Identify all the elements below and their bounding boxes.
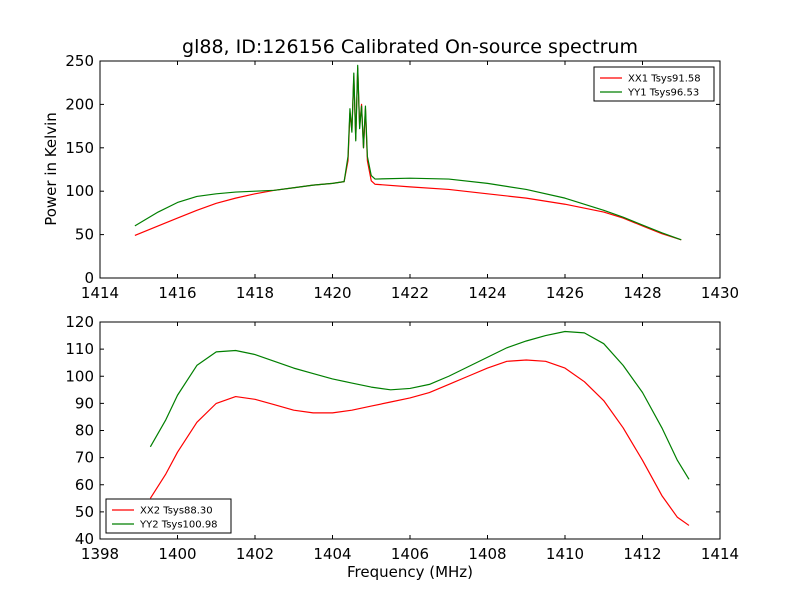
top-y-axis-label: Power in Kelvin	[42, 112, 60, 226]
bottom-series-line-1	[149, 359, 690, 526]
bottom-axis-ticks: 1398 1400 1402 1404 1406 1408 1410 1412 1414 40 50…	[65, 313, 739, 563]
bottom-y-tick-label: 120	[65, 313, 94, 331]
top-legend-label-1: XX1 Tsys91.58	[628, 74, 701, 85]
bottom-legend-box	[105, 498, 232, 534]
bottom-y-tick-label: 80	[75, 422, 94, 440]
top-y-tick-label: 150	[65, 139, 94, 157]
top-legend: XX1 Tsys91.58 YY1 Tsys96.53	[593, 66, 715, 102]
bottom-series-line-2	[149, 330, 690, 480]
top-x-tick-label: 1414	[81, 284, 119, 302]
bottom-y-tick-label: 110	[65, 340, 94, 358]
top-y-tick-label: 100	[65, 182, 94, 200]
bottom-y-tick-label: 40	[75, 530, 94, 548]
bottom-x-tick-label: 1400	[158, 545, 196, 563]
bottom-x-axis-label: Frequency (MHz)	[347, 563, 473, 581]
top-series-line-2	[134, 64, 682, 241]
top-y-tick-label: 50	[75, 226, 94, 244]
top-x-tick-label: 1430	[701, 284, 739, 302]
bottom-y-tick-label: 90	[75, 394, 94, 412]
top-y-tick-label: 250	[65, 52, 94, 70]
bottom-y-tick-label: 50	[75, 503, 94, 521]
bottom-x-tick-label: 1402	[236, 545, 274, 563]
top-y-tick-label: 200	[65, 95, 94, 113]
top-x-tick-label: 1422	[391, 284, 429, 302]
bottom-x-tick-label: 1408	[468, 545, 506, 563]
top-axis-ticks: 1414 1416 1418 1420 1422 1424 1426 1428 1430 0 50 1…	[65, 52, 739, 302]
bottom-y-tick-label: 70	[75, 449, 94, 467]
bottom-x-tick-label: 1404	[313, 545, 351, 563]
bottom-y-tick-label: 60	[75, 476, 94, 494]
bottom-series-lines	[149, 330, 690, 526]
top-x-tick-label: 1420	[313, 284, 351, 302]
top-x-tick-label: 1416	[158, 284, 196, 302]
top-y-tick-label: 0	[84, 269, 94, 287]
top-x-tick-label: 1426	[546, 284, 584, 302]
bottom-y-tick-label: 100	[65, 367, 94, 385]
bottom-x-tick-label: 1410	[546, 545, 584, 563]
top-x-tick-label: 1428	[623, 284, 661, 302]
top-series-lines	[134, 64, 682, 241]
bottom-x-tick-label: 1398	[81, 545, 119, 563]
bottom-x-tick-label: 1406	[391, 545, 429, 563]
bottom-subplot: 1398 1400 1402 1404 1406 1408 1410 1412 1414 40 50…	[65, 313, 739, 581]
top-legend-box	[593, 66, 715, 102]
bottom-legend-label-1: XX2 Tsys88.30	[140, 506, 213, 517]
top-legend-label-2: YY1 Tsys96.53	[627, 88, 699, 99]
top-subplot: 1414 1416 1418 1420 1422 1424 1426 1428 1430 0 50 1…	[42, 52, 739, 302]
bottom-legend: XX2 Tsys88.30 YY2 Tsys100.98	[105, 498, 232, 534]
top-x-tick-label: 1418	[236, 284, 274, 302]
bottom-x-tick-label: 1412	[623, 545, 661, 563]
bottom-x-tick-label: 1414	[701, 545, 739, 563]
top-x-tick-label: 1424	[468, 284, 506, 302]
chart-title: gl88, ID:126156 Calibrated On-source spe…	[182, 36, 638, 58]
bottom-legend-label-2: YY2 Tsys100.98	[139, 520, 218, 531]
